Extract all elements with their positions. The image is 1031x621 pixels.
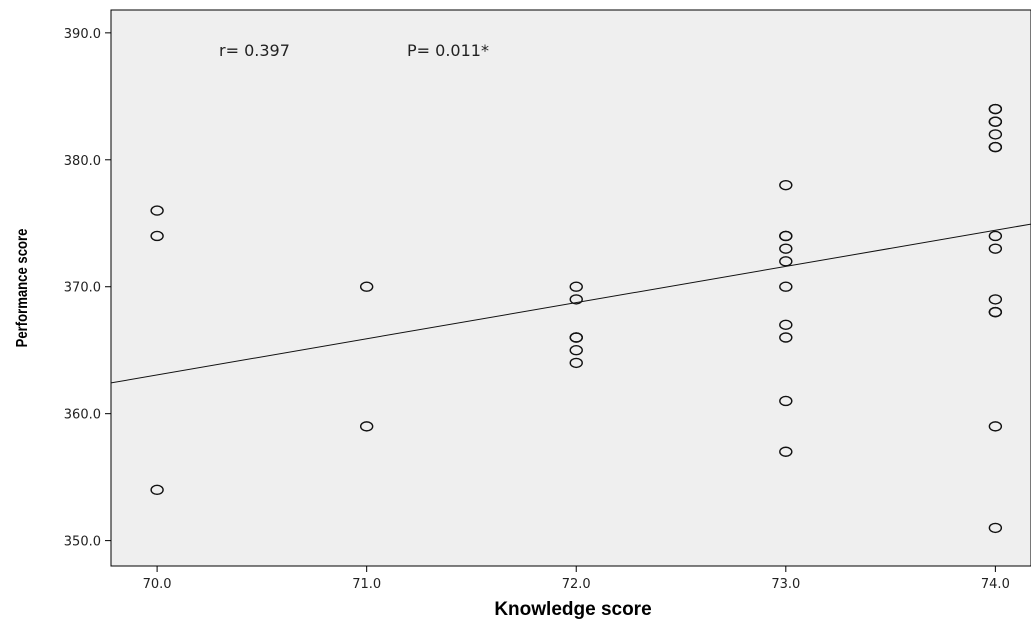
data-point <box>779 332 793 343</box>
data-point <box>569 294 583 305</box>
data-point <box>569 281 583 292</box>
data-point <box>779 256 793 267</box>
y-axis-title: Performance score <box>14 229 31 348</box>
x-tick-label: 74.0 <box>981 577 1010 592</box>
data-points <box>150 103 1003 534</box>
data-point <box>988 294 1003 305</box>
regression-line <box>111 223 1031 384</box>
data-point <box>779 230 793 242</box>
data-point <box>988 141 1003 153</box>
data-point <box>569 332 583 343</box>
data-point <box>150 230 164 242</box>
data-point <box>779 281 793 292</box>
data-point <box>150 205 164 216</box>
x-tick-label: 70.0 <box>143 577 172 592</box>
data-point <box>779 319 793 331</box>
data-point <box>988 103 1003 115</box>
y-tick-label: 380.0 <box>64 154 101 169</box>
y-tick-label: 350.0 <box>64 535 101 550</box>
data-point <box>569 345 583 356</box>
x-tick-label: 73.0 <box>771 577 800 592</box>
data-point <box>779 395 793 407</box>
x-tick-label: 71.0 <box>352 577 381 592</box>
y-tick-label: 360.0 <box>64 408 101 423</box>
data-point <box>779 179 793 191</box>
data-point <box>988 230 1003 242</box>
annotation-r-value: r= 0.397 <box>219 41 290 60</box>
data-point <box>150 484 164 496</box>
data-point <box>988 306 1003 318</box>
data-point <box>569 357 583 369</box>
data-point <box>988 522 1003 534</box>
annotation-p-value: P= 0.011* <box>407 41 489 60</box>
data-point <box>988 421 1003 432</box>
x-tick-label: 72.0 <box>562 577 591 592</box>
x-axis-title: Knowledge score <box>494 599 651 620</box>
fit-line-group <box>111 223 1031 384</box>
data-point <box>988 243 1003 254</box>
y-tick-label: 390.0 <box>64 27 101 42</box>
data-point <box>359 281 374 292</box>
data-point <box>359 421 374 432</box>
y-axis: 350.0 360.0 370.0 380.0 390.0 <box>64 27 111 550</box>
data-point <box>779 446 793 457</box>
x-axis: 70.0 71.0 72.0 73.0 74.0 <box>143 566 1010 592</box>
data-point <box>779 243 793 254</box>
data-point <box>988 116 1003 127</box>
data-point <box>988 129 1003 140</box>
y-tick-label: 370.0 <box>64 281 101 296</box>
